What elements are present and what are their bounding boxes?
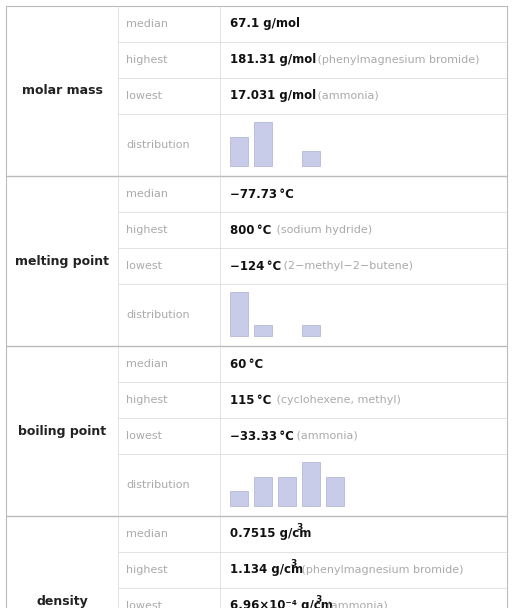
Bar: [278, 477, 296, 506]
Bar: [302, 151, 320, 166]
Bar: [254, 325, 272, 336]
Bar: [230, 292, 248, 336]
Text: 181.31 g/mol: 181.31 g/mol: [230, 54, 316, 66]
Text: highest: highest: [126, 395, 168, 405]
Bar: [302, 325, 320, 336]
Bar: [302, 462, 320, 506]
Text: 1.134 g/cm: 1.134 g/cm: [230, 564, 303, 576]
Text: 3: 3: [315, 595, 322, 604]
Text: −33.33 °C: −33.33 °C: [230, 429, 294, 443]
Text: 17.031 g/mol: 17.031 g/mol: [230, 89, 316, 103]
Text: molar mass: molar mass: [22, 85, 103, 97]
Text: melting point: melting point: [15, 255, 109, 268]
Text: lowest: lowest: [126, 601, 162, 608]
Text: 67.1 g/mol: 67.1 g/mol: [230, 18, 300, 30]
Bar: [254, 122, 272, 166]
Text: (2−methyl−2−butene): (2−methyl−2−butene): [280, 261, 412, 271]
Text: median: median: [126, 189, 168, 199]
Text: lowest: lowest: [126, 261, 162, 271]
Text: 0.7515 g/cm: 0.7515 g/cm: [230, 528, 311, 541]
Bar: [254, 477, 272, 506]
Text: median: median: [126, 19, 168, 29]
Text: distribution: distribution: [126, 140, 190, 150]
Text: density: density: [36, 595, 88, 607]
Text: highest: highest: [126, 225, 168, 235]
Text: 60 °C: 60 °C: [230, 358, 263, 370]
Text: 800 °C: 800 °C: [230, 224, 271, 237]
Text: (cyclohexene, methyl): (cyclohexene, methyl): [273, 395, 401, 405]
Text: (ammonia): (ammonia): [323, 601, 388, 608]
Text: 3: 3: [290, 559, 297, 568]
Text: boiling point: boiling point: [18, 424, 106, 438]
Text: (ammonia): (ammonia): [313, 91, 378, 101]
Text: (phenylmagnesium bromide): (phenylmagnesium bromide): [313, 55, 479, 65]
Bar: [230, 491, 248, 506]
Text: distribution: distribution: [126, 310, 190, 320]
Text: 115 °C: 115 °C: [230, 393, 271, 407]
Text: lowest: lowest: [126, 91, 162, 101]
Bar: [326, 477, 344, 506]
Text: lowest: lowest: [126, 431, 162, 441]
Text: median: median: [126, 529, 168, 539]
Text: distribution: distribution: [126, 480, 190, 490]
Text: −77.73 °C: −77.73 °C: [230, 187, 294, 201]
Text: 6.96×10⁻⁴ g/cm: 6.96×10⁻⁴ g/cm: [230, 599, 333, 608]
Text: median: median: [126, 359, 168, 369]
Text: 3: 3: [297, 523, 303, 532]
Text: (ammonia): (ammonia): [293, 431, 358, 441]
Text: (sodium hydride): (sodium hydride): [273, 225, 372, 235]
Text: −124 °C: −124 °C: [230, 260, 281, 272]
Text: highest: highest: [126, 55, 168, 65]
Bar: [230, 137, 248, 166]
Text: highest: highest: [126, 565, 168, 575]
Text: (phenylmagnesium bromide): (phenylmagnesium bromide): [299, 565, 464, 575]
